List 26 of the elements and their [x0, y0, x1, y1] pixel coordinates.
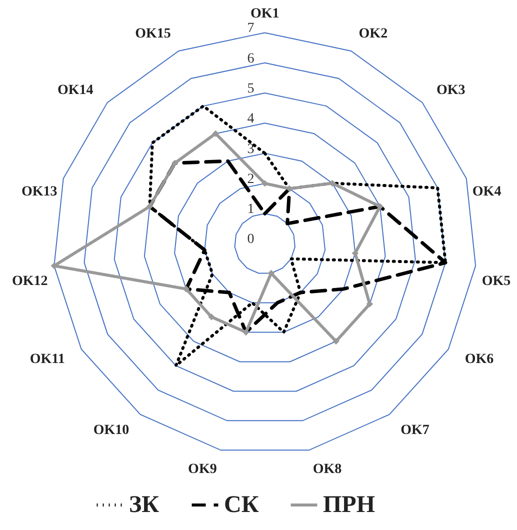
- y-tick-label: 6: [247, 51, 254, 66]
- y-tick-label: 2: [247, 172, 254, 187]
- spoke-label: OK14: [57, 82, 94, 98]
- spoke-label: OK13: [22, 184, 58, 200]
- spoke-label: OK4: [472, 184, 502, 200]
- spoke-label: OK3: [436, 82, 466, 98]
- legend-label: ПРН: [323, 492, 376, 518]
- spoke-label: OK15: [135, 26, 171, 42]
- spoke-label: OK5: [482, 274, 511, 290]
- y-tick-label: 7: [247, 21, 254, 36]
- spoke-label: OK11: [30, 352, 65, 367]
- legend-label: СК: [224, 492, 260, 518]
- spoke-label: OK9: [188, 462, 217, 477]
- y-tick-label: 5: [247, 81, 254, 96]
- spoke-label: OK12: [12, 274, 48, 290]
- spoke-label: OK6: [464, 352, 494, 367]
- spoke-label: OK7: [400, 422, 430, 438]
- spoke-label: OK8: [312, 462, 342, 477]
- spoke-label: OK10: [93, 422, 130, 438]
- y-tick-label: 3: [247, 142, 254, 157]
- legend-label: ЗК: [129, 492, 160, 518]
- y-tick-label: 4: [247, 112, 254, 127]
- spoke-label: OK2: [358, 26, 388, 42]
- y-tick-label: 0: [247, 232, 254, 248]
- spoke-label: OK1: [250, 6, 280, 22]
- y-tick-label: 1: [247, 202, 254, 218]
